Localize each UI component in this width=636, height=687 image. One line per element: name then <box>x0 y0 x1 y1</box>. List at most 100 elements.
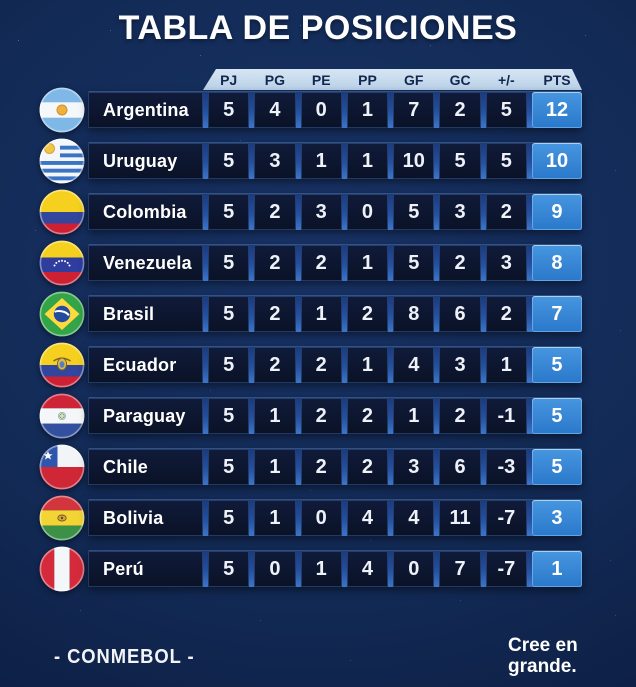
stat-cell-gc: 6 <box>439 449 481 485</box>
team-flag-icon <box>39 546 85 592</box>
stat-cell-dif: -7 <box>485 500 527 536</box>
stat-cell-pg: 0 <box>254 551 296 587</box>
team-name: Bolivia <box>88 500 203 536</box>
star-field-decoration <box>0 0 1 1</box>
stat-cell-pp: 1 <box>346 143 389 179</box>
stat-cell-pe: 1 <box>300 551 342 587</box>
team-flag-icon <box>39 393 85 439</box>
stat-cell-gc: 2 <box>439 398 481 434</box>
stat-cell-pg: 2 <box>254 245 296 281</box>
points-cell: 1 <box>531 551 582 587</box>
points-cell: 5 <box>531 449 582 485</box>
team-flag-icon <box>39 291 85 337</box>
stat-cell-pp: 4 <box>346 551 389 587</box>
table-row: Perú 5 0 1 4 0 7 -7 1 <box>39 546 582 592</box>
team-row-bar: Perú 5 0 1 4 0 7 -7 1 <box>88 551 582 587</box>
stat-cell-dif: 3 <box>485 245 527 281</box>
stat-cell-dif: -7 <box>485 551 527 587</box>
stat-cell-gc: 7 <box>439 551 481 587</box>
team-flag-icon <box>39 342 85 388</box>
team-name: Ecuador <box>88 347 203 383</box>
table-row: Bolivia 5 1 0 4 4 11 -7 3 <box>39 495 582 541</box>
stat-cell-pg: 2 <box>254 347 296 383</box>
stat-cell-pp: 4 <box>346 500 389 536</box>
team-row-bar: Brasil 5 2 1 2 8 6 2 7 <box>88 296 582 332</box>
stat-cell-pp: 1 <box>346 347 389 383</box>
stat-cell-pe: 1 <box>300 296 342 332</box>
stat-cell-pg: 4 <box>254 92 296 128</box>
stat-cell-gf: 4 <box>393 347 435 383</box>
column-header-dif: +/- <box>497 71 515 88</box>
team-flag-icon <box>39 240 85 286</box>
stat-cell-pj: 5 <box>208 500 250 536</box>
team-name: Brasil <box>88 296 203 332</box>
stat-cell-gc: 3 <box>439 194 481 230</box>
table-row: Chile 5 1 2 2 3 6 -3 5 <box>39 444 582 490</box>
table-row: Uruguay 5 3 1 1 10 5 5 10 <box>39 138 582 184</box>
stat-cell-gc: 5 <box>439 143 481 179</box>
team-flag-icon <box>39 189 85 235</box>
column-header-pg: PG <box>264 71 286 88</box>
stat-cell-gf: 3 <box>393 449 435 485</box>
stat-cell-gf: 1 <box>393 398 435 434</box>
column-header-pp: PP <box>358 71 377 88</box>
slogan-line-2: grande. <box>508 655 577 677</box>
stat-cell-pj: 5 <box>208 92 250 128</box>
table-row: Paraguay 5 1 2 2 1 2 -1 5 <box>39 393 582 439</box>
stat-cell-pj: 5 <box>208 551 250 587</box>
stat-cell-gf: 7 <box>393 92 435 128</box>
team-name: Chile <box>88 449 203 485</box>
stat-cell-pe: 2 <box>300 347 342 383</box>
table-row: Brasil 5 2 1 2 8 6 2 7 <box>39 291 582 337</box>
table-row: Ecuador 5 2 2 1 4 3 1 5 <box>39 342 582 388</box>
column-header-pts: PTS <box>543 71 571 88</box>
stat-cell-pe: 0 <box>300 92 342 128</box>
stat-cell-gc: 2 <box>439 92 481 128</box>
stat-cell-pp: 2 <box>346 398 389 434</box>
team-flag-icon <box>39 138 85 184</box>
team-row-bar: Uruguay 5 3 1 1 10 5 5 10 <box>88 143 582 179</box>
table-row: Venezuela 5 2 2 1 5 2 3 8 <box>39 240 582 286</box>
stat-cell-pj: 5 <box>208 245 250 281</box>
stat-cell-dif: -1 <box>485 398 527 434</box>
points-cell: 3 <box>531 500 582 536</box>
stat-cell-pg: 1 <box>254 500 296 536</box>
stat-cell-pe: 1 <box>300 143 342 179</box>
stat-cell-dif: 2 <box>485 296 527 332</box>
team-name: Perú <box>88 551 203 587</box>
page-title: TABLA DE POSICIONES <box>118 9 518 47</box>
stat-cell-gf: 5 <box>393 245 435 281</box>
column-header-gf: GF <box>404 71 424 88</box>
stat-cell-pe: 0 <box>300 500 342 536</box>
standings-body: Argentina 5 4 0 1 7 2 5 12 Uruguay 5 3 1… <box>39 87 582 592</box>
stat-cell-dif: 2 <box>485 194 527 230</box>
team-row-bar: Venezuela 5 2 2 1 5 2 3 8 <box>88 245 582 281</box>
team-row-bar: Colombia 5 2 3 0 5 3 2 9 <box>88 194 582 230</box>
points-cell: 9 <box>531 194 582 230</box>
stat-cell-pj: 5 <box>208 398 250 434</box>
stat-cell-pp: 1 <box>346 92 389 128</box>
stat-cell-pg: 2 <box>254 296 296 332</box>
stat-cell-gc: 3 <box>439 347 481 383</box>
team-row-bar: Chile 5 1 2 2 3 6 -3 5 <box>88 449 582 485</box>
stat-cell-pj: 5 <box>208 296 250 332</box>
stat-cell-pj: 5 <box>208 194 250 230</box>
stat-cell-dif: 5 <box>485 143 527 179</box>
stat-cell-pg: 3 <box>254 143 296 179</box>
stat-cell-pp: 2 <box>346 296 389 332</box>
stat-cell-dif: 5 <box>485 92 527 128</box>
stat-cell-pj: 5 <box>208 347 250 383</box>
points-cell: 5 <box>531 347 582 383</box>
points-cell: 10 <box>531 143 582 179</box>
stat-cell-pe: 3 <box>300 194 342 230</box>
team-flag-icon <box>39 87 85 133</box>
stat-cell-gc: 2 <box>439 245 481 281</box>
column-header-pj: PJ <box>220 71 238 88</box>
stat-cell-pp: 1 <box>346 245 389 281</box>
points-cell: 12 <box>531 92 582 128</box>
stat-cell-pg: 2 <box>254 194 296 230</box>
stat-cell-pg: 1 <box>254 449 296 485</box>
stat-cell-pp: 2 <box>346 449 389 485</box>
team-row-bar: Argentina 5 4 0 1 7 2 5 12 <box>88 92 582 128</box>
stat-cell-gf: 4 <box>393 500 435 536</box>
